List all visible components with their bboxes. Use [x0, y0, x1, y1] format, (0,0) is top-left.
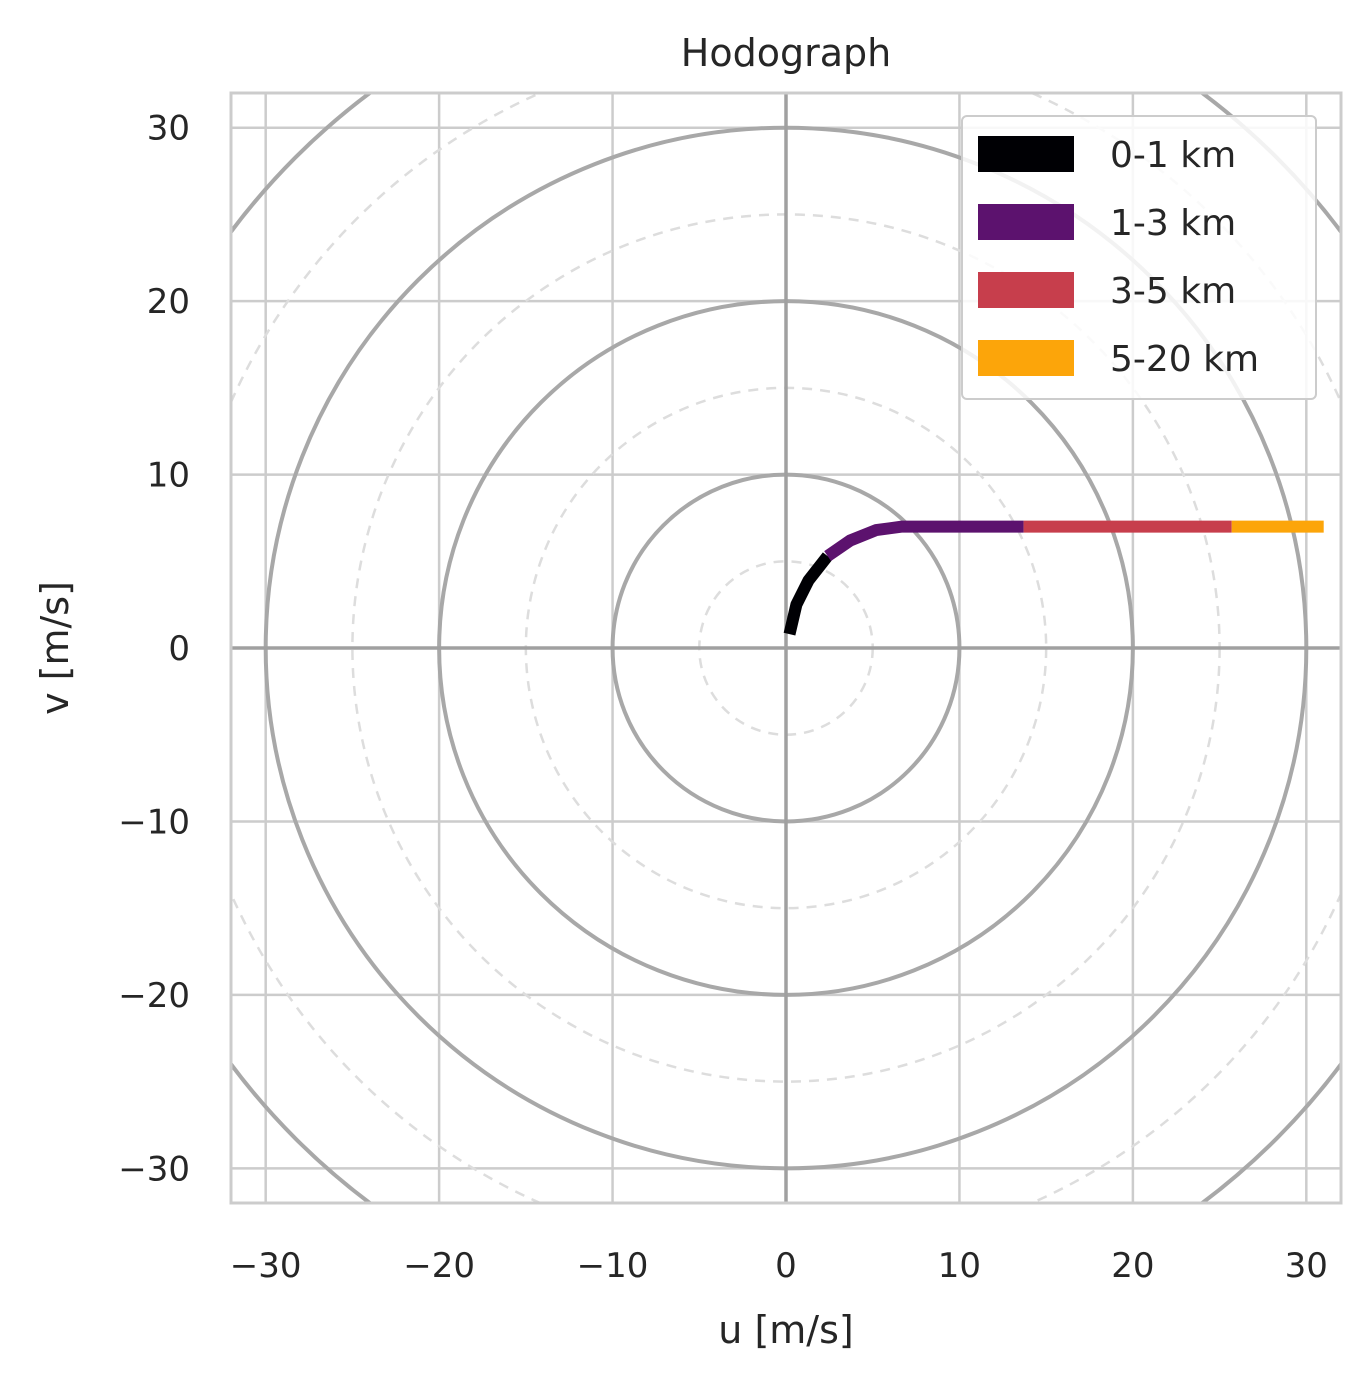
legend-swatch [978, 272, 1074, 308]
legend-label: 5-20 km [1110, 339, 1259, 380]
series-line-0-1 km [783, 552, 833, 636]
x-tick-labels: −30 −20 −10 0 10 20 30 [230, 1246, 1328, 1286]
x-axis-label: u [m/s] [718, 1308, 853, 1352]
y-tick-label: 20 [147, 282, 190, 322]
legend-swatch [978, 340, 1074, 376]
legend-swatch [978, 136, 1074, 172]
x-tick-label: 20 [1111, 1246, 1154, 1286]
legend: 0-1 km 1-3 km 3-5 km 5-20 km [961, 115, 1317, 400]
legend-label: 3-5 km [1110, 271, 1236, 312]
plot-frame [229, 91, 1343, 1205]
x-tick-label: 30 [1285, 1246, 1328, 1286]
y-tick-label: 10 [147, 456, 190, 496]
legend-box [961, 115, 1317, 400]
x-tick-label: −10 [577, 1246, 649, 1286]
y-tick-label: 30 [147, 109, 190, 149]
y-tick-label: −10 [118, 802, 190, 842]
legend-label: 1-3 km [1110, 203, 1236, 244]
chart-title: Hodograph [681, 31, 891, 75]
zero-axes [231, 93, 1341, 1203]
x-tick-label: −30 [230, 1246, 302, 1286]
x-tick-label: 0 [775, 1246, 797, 1286]
x-tick-label: 10 [938, 1246, 981, 1286]
x-tick-label: −20 [403, 1246, 475, 1286]
y-tick-label: −30 [118, 1149, 190, 1189]
legend-label: 0-1 km [1110, 135, 1236, 176]
y-tick-label: 0 [168, 629, 190, 669]
hodograph-trace [783, 520, 1324, 636]
y-tick-label: −20 [118, 976, 190, 1016]
y-axis-label: v [m/s] [33, 581, 77, 715]
y-tick-labels: −30 −20 −10 0 10 20 30 [118, 109, 190, 1190]
legend-swatch [978, 204, 1074, 240]
series-line-1-3 km [824, 520, 1024, 562]
